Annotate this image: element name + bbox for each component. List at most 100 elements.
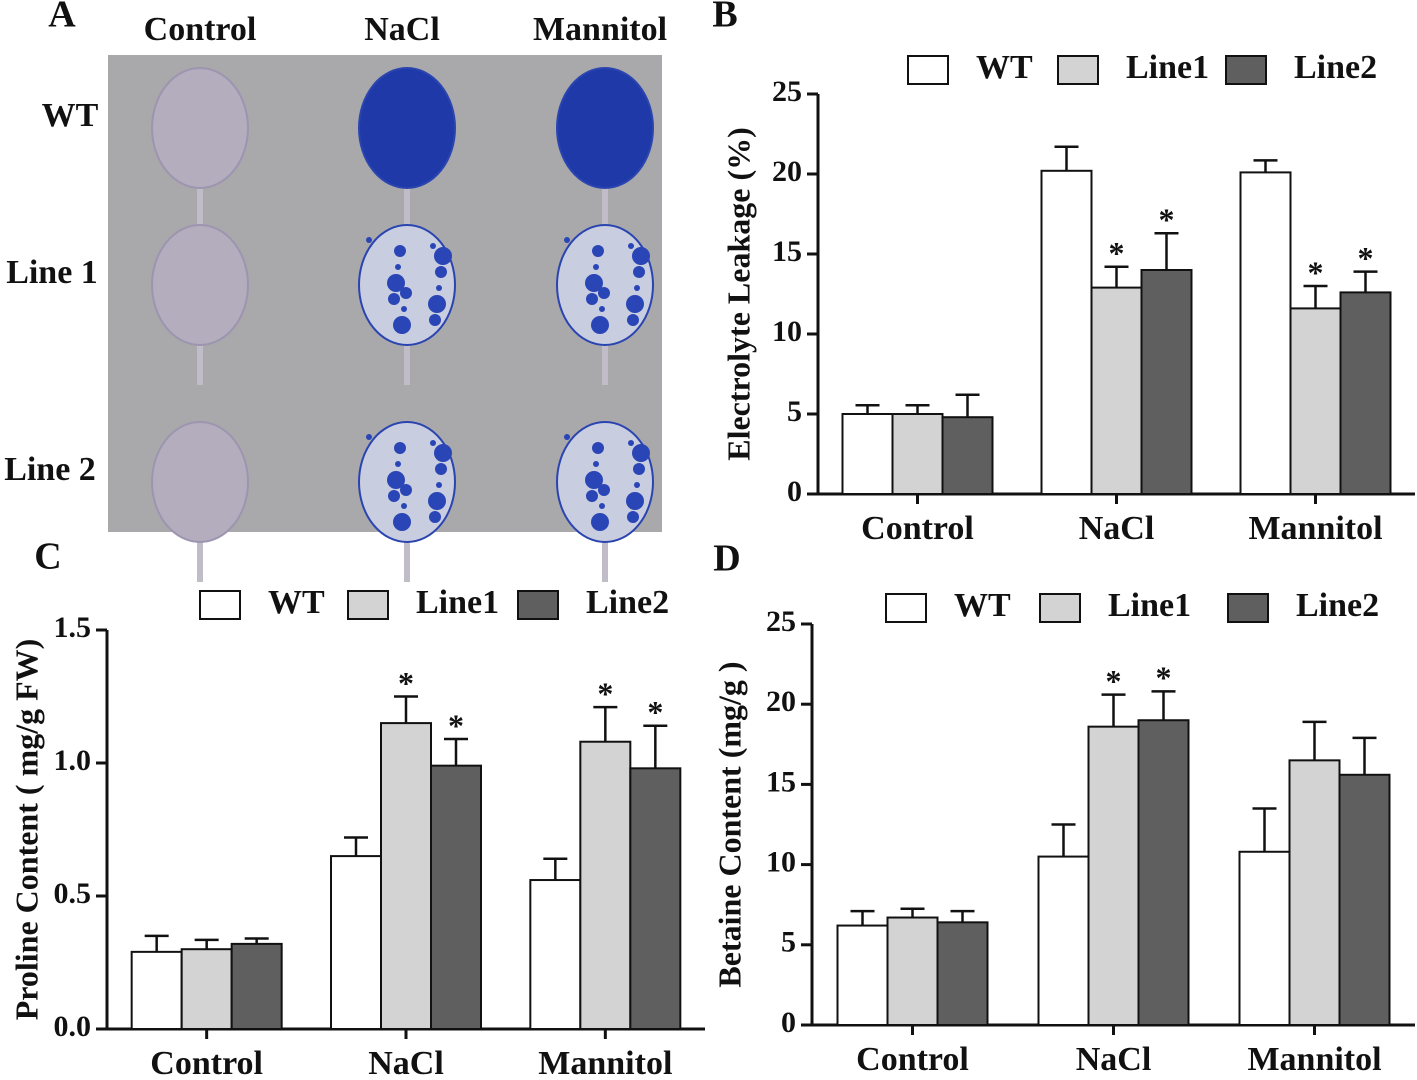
significance-mark: * [647, 694, 663, 730]
x-tick-label: NaCl [1076, 1041, 1152, 1078]
stain-spot [430, 243, 436, 249]
panel-label: B [712, 0, 737, 36]
error-bar [543, 857, 568, 881]
error-bar [444, 737, 468, 766]
error-bar [900, 907, 925, 918]
leaf [556, 67, 654, 189]
stain-spot [599, 503, 605, 509]
y-tick-label: 15 [772, 235, 802, 268]
stain-spot [591, 316, 609, 334]
error-bar [1154, 231, 1179, 270]
stain-spot [428, 295, 446, 313]
stain-spot [592, 245, 604, 257]
error-bar [344, 836, 368, 857]
stain-spot [400, 287, 412, 299]
bar [1238, 850, 1291, 1026]
stain-spot [585, 274, 603, 292]
significance-mark: * [1156, 660, 1172, 696]
stain-spot [585, 471, 603, 489]
legend-swatch [885, 593, 927, 623]
error-bar [955, 393, 980, 418]
stain-spot [395, 264, 401, 270]
stain-spot [429, 314, 441, 326]
stain-spot [387, 471, 405, 489]
bar [380, 722, 432, 1030]
stain-spot [388, 293, 400, 305]
stain-spot [394, 442, 406, 454]
bar [936, 921, 989, 1026]
bar [886, 916, 939, 1026]
stain-spot [633, 463, 645, 475]
column-label: Control [144, 11, 257, 48]
x-tick-label: Mannitol [1248, 510, 1382, 547]
stain-spot [599, 306, 605, 312]
error-bar [394, 695, 418, 724]
x-tick-label: Control [861, 510, 974, 547]
bar [891, 413, 944, 495]
bar [529, 879, 582, 1030]
stain-spot [592, 442, 604, 454]
error-bar [850, 909, 875, 926]
stain-spot [393, 316, 411, 334]
leaf [151, 67, 249, 189]
bar [1090, 286, 1143, 495]
y-tick-label: 25 [766, 605, 796, 638]
stain-spot [628, 440, 634, 446]
bar [579, 740, 632, 1030]
legend-swatch [1057, 55, 1099, 85]
stain-spot [626, 492, 644, 510]
stain-spot [593, 264, 599, 270]
y-tick-label: 0 [781, 1006, 796, 1039]
panel-label: C [34, 536, 61, 578]
stain-spot [366, 434, 372, 440]
column-label: Mannitol [533, 11, 667, 48]
stain-spot [400, 484, 412, 496]
error-bar [950, 909, 975, 923]
x-tick-label: Control [856, 1041, 969, 1078]
bar [1339, 291, 1392, 495]
bar [180, 948, 233, 1031]
y-tick-label: 0.0 [54, 1010, 92, 1043]
significance-mark: * [597, 675, 613, 711]
stain-spot [429, 511, 441, 523]
stain-spot [436, 285, 442, 291]
bar [1239, 171, 1292, 495]
y-axis-label: Betaine Content (mg/g ) [711, 661, 747, 987]
stain-spot [435, 266, 447, 278]
error-bar [1101, 693, 1126, 727]
y-axis-label: Proline Content ( mg/g FW) [8, 639, 44, 1021]
stain-spot [564, 434, 570, 440]
bar [629, 767, 682, 1030]
stain-spot [598, 287, 610, 299]
significance-mark: * [448, 707, 464, 743]
y-tick-label: 1.0 [54, 744, 92, 777]
stain-spot [430, 440, 436, 446]
error-bar [1253, 159, 1278, 173]
legend-label: Line1 [1126, 49, 1209, 86]
x-tick-label: Mannitol [1247, 1041, 1381, 1078]
legend-swatch [347, 590, 389, 620]
leaf [556, 224, 654, 346]
x-tick-label: Mannitol [538, 1045, 672, 1080]
error-bar [194, 938, 219, 950]
bar [841, 413, 894, 495]
column-label: NaCl [364, 11, 440, 48]
stain-spot [435, 463, 447, 475]
x-tick-label: Control [150, 1045, 263, 1080]
x-tick-label: NaCl [368, 1045, 444, 1080]
error-bar [144, 934, 169, 952]
significance-mark: * [1358, 240, 1374, 276]
error-bar [593, 705, 618, 742]
y-tick-label: 10 [772, 315, 802, 348]
stain-spot [436, 482, 442, 488]
stain-spot [598, 484, 610, 496]
stain-spot [366, 237, 372, 243]
error-bar [244, 937, 269, 944]
stain-spot [634, 482, 640, 488]
bar [430, 764, 482, 1030]
significance-mark: * [1159, 202, 1175, 238]
legend-label: Line2 [586, 584, 669, 621]
significance-mark: * [1106, 663, 1122, 699]
stain-spot [632, 247, 650, 265]
y-tick-label: 5 [787, 395, 802, 428]
